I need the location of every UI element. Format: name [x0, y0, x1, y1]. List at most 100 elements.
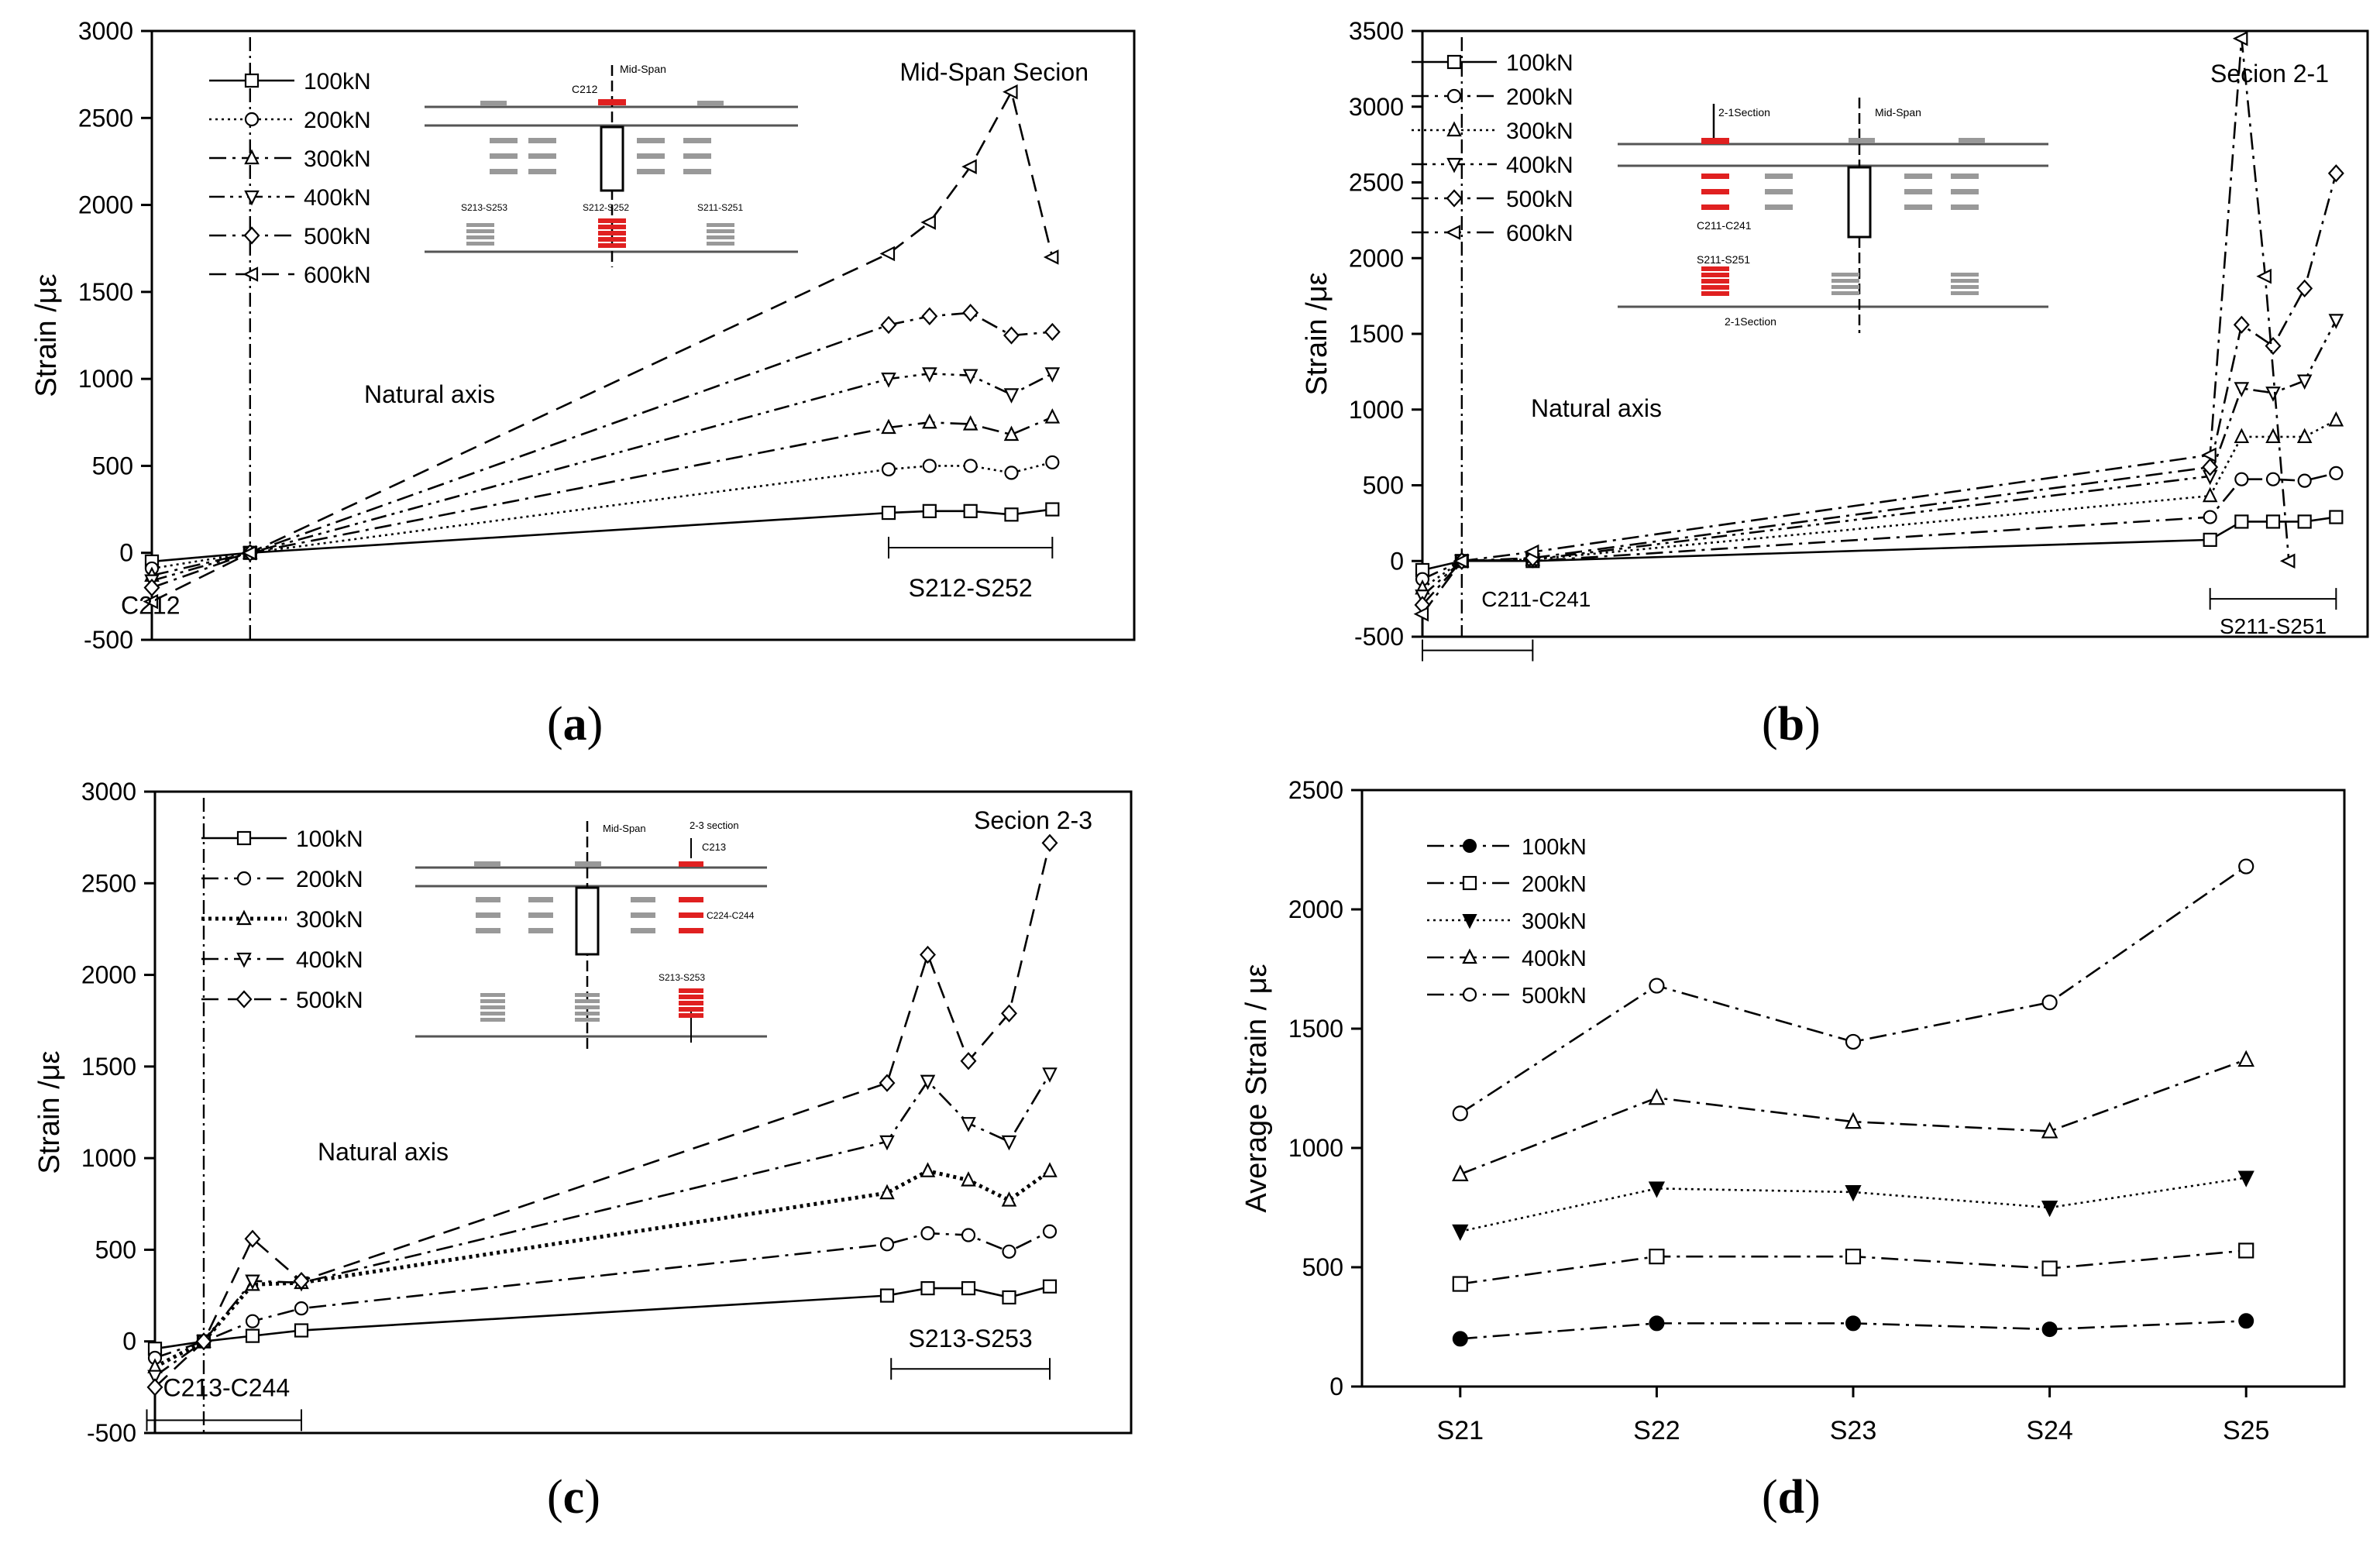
chart-d-point-300kN [1845, 1184, 1862, 1202]
inset-b-web [1847, 166, 1872, 239]
inset-c-gauge [631, 928, 655, 933]
chart-c-point-200kN [1042, 1224, 1058, 1239]
chart-a-point-500kN [921, 307, 938, 325]
chart-d-series-400kN [1452, 1050, 2254, 1181]
chart-d-ytick-label: 2000 [1288, 895, 1343, 923]
inset-b-gauge [1904, 204, 1932, 210]
chart-a-legend-marker [244, 190, 260, 206]
chart-d-series-200kN [1452, 1242, 2254, 1292]
chart-b-legend-marker [1445, 225, 1461, 240]
inset-c-gauge [575, 999, 600, 1003]
inset-a-gauge [683, 138, 711, 143]
chart-d-ylabel: Average Strain / με [1240, 964, 1273, 1212]
chart-d-line-400kN [1460, 1058, 2247, 1176]
chart-a-legend-label: 400kN [304, 185, 371, 211]
chart-c-point-100kN [294, 1323, 309, 1338]
chart-a-point-500kN [880, 315, 897, 335]
inset-b-gauge-red [1701, 266, 1729, 271]
chart-c-point-500kN [195, 1332, 212, 1351]
chart-c-legend-label: 200kN [296, 867, 363, 892]
inset-c-gauge [480, 1012, 505, 1015]
chart-c-point-100kN [1042, 1279, 1058, 1294]
chart-a-point-100kN [881, 505, 896, 521]
chart-d-legend-marker [1462, 875, 1477, 891]
chart-a-point-400kN [1044, 367, 1061, 383]
chart-panel-c: -500 0 500 1000 1500 2000 2500 3000 Strain /με Na… [0, 767, 1178, 1464]
inset-a-gauge [707, 235, 734, 239]
chart-c-point-100kN [920, 1281, 935, 1296]
chart-a-point-600kN [920, 215, 936, 230]
panel-label-b: (b) [1762, 698, 1821, 751]
inset-b-gauge [1959, 138, 1985, 143]
inset-a-label-right: S211-S251 [697, 202, 743, 213]
chart-a-point-600kN [1043, 249, 1059, 265]
chart-c-neutral-axis-label: Natural axis [318, 1138, 449, 1166]
inset-c-gauge-red [679, 1007, 703, 1012]
chart-panel-a: -500 0 500 1000 1500 2000 2500 3000 Strain /με Na… [0, 0, 1178, 697]
inset-a-label-center: S212-S252 [583, 202, 629, 213]
chart-a-ytick-label: 0 [119, 539, 133, 567]
chart-d-legend-marker [1462, 948, 1477, 964]
chart-b-point-500kN [2233, 315, 2250, 334]
chart-c-point-500kN [146, 1378, 163, 1397]
chart-b-series-600kN [1413, 30, 2296, 622]
chart-b-point-500kN [2327, 164, 2344, 183]
chart-d-point-200kN [1452, 1276, 1468, 1292]
inset-b-label-bottom: 2-1Section [1725, 315, 1776, 328]
chart-b-inset-schematic: 2-1Section Mid-Span C211-C241 S211-S251 2-1S… [1618, 98, 2048, 333]
chart-b-point-600kN [2279, 553, 2296, 569]
chart-b-point-400kN [2328, 314, 2344, 329]
chart-c-point-300kN [920, 1162, 936, 1177]
chart-a-ytick-label: -500 [84, 626, 133, 654]
chart-a-legend-marker [244, 149, 260, 165]
chart-c-legend-marker [236, 909, 252, 926]
chart-a-legend-label: 200kN [304, 108, 371, 133]
chart-c-point-500kN [920, 945, 936, 964]
chart-a-point-500kN [962, 304, 979, 322]
chart-b-point-200kN [2265, 472, 2281, 486]
chart-c-inset-schematic: Mid-Span 2-3 section C213 C224-C244 S213-S25… [415, 820, 767, 1053]
chart-a-line-200kN [151, 461, 1053, 570]
inset-c-gauge-red [679, 995, 703, 999]
chart-c-plot-frame [153, 790, 1133, 1435]
chart-a-ytick-label: 2000 [78, 191, 133, 219]
chart-d-legend-label: 200kN [1522, 872, 1587, 897]
chart-c-point-500kN [1001, 1004, 1017, 1022]
chart-b-series-300kN [1415, 411, 2344, 595]
chart-c-point-400kN [920, 1074, 936, 1091]
chart-b-ytick-label: 0 [1390, 547, 1404, 575]
inset-c-gauge [575, 1005, 600, 1009]
chart-d-point-400kN [1845, 1112, 1862, 1129]
chart-d-xtick-label: S22 [1633, 1416, 1680, 1445]
chart-b-point-100kN [2297, 514, 2312, 529]
chart-a-point-300kN [922, 413, 937, 429]
chart-c-point-100kN [245, 1328, 260, 1343]
inset-c-gauge [528, 928, 553, 933]
chart-c-legend-label: 300kN [296, 907, 363, 933]
inset-a-label-midspan: Mid-Span [620, 63, 666, 75]
inset-a-gauge-red [598, 218, 626, 223]
inset-c-gauge [480, 1018, 505, 1022]
inset-a-gauge [637, 153, 665, 159]
chart-d-plot-frame [1360, 789, 2346, 1388]
inset-a-gauge-red [598, 99, 626, 105]
inset-c-gauge-red [679, 988, 703, 993]
chart-a-point-300kN [881, 418, 896, 435]
inset-a-label-left: S213-S253 [461, 202, 507, 213]
chart-b-point-500kN [2202, 458, 2219, 476]
chart-a-point-400kN [922, 367, 937, 383]
chart-b-ytick-label: 3500 [1349, 17, 1404, 45]
chart-c-point-400kN [961, 1117, 976, 1132]
inset-c-label-midspan: Mid-Span [603, 823, 646, 834]
chart-c-group-label-c: C213-C244 [163, 1374, 291, 1402]
chart-b-legend-label: 100kN [1506, 50, 1573, 76]
inset-c-gauge [575, 1012, 600, 1015]
chart-a-point-200kN [881, 462, 896, 477]
chart-b-point-100kN [2265, 514, 2281, 529]
inset-b-gauge [1951, 204, 1979, 210]
chart-c-legend-label: 100kN [296, 826, 363, 852]
chart-c-point-400kN [245, 1274, 260, 1290]
chart-a-point-200kN [1004, 466, 1019, 480]
inset-b-gauge [1765, 189, 1793, 194]
panel-label-d: (d) [1762, 1471, 1821, 1524]
